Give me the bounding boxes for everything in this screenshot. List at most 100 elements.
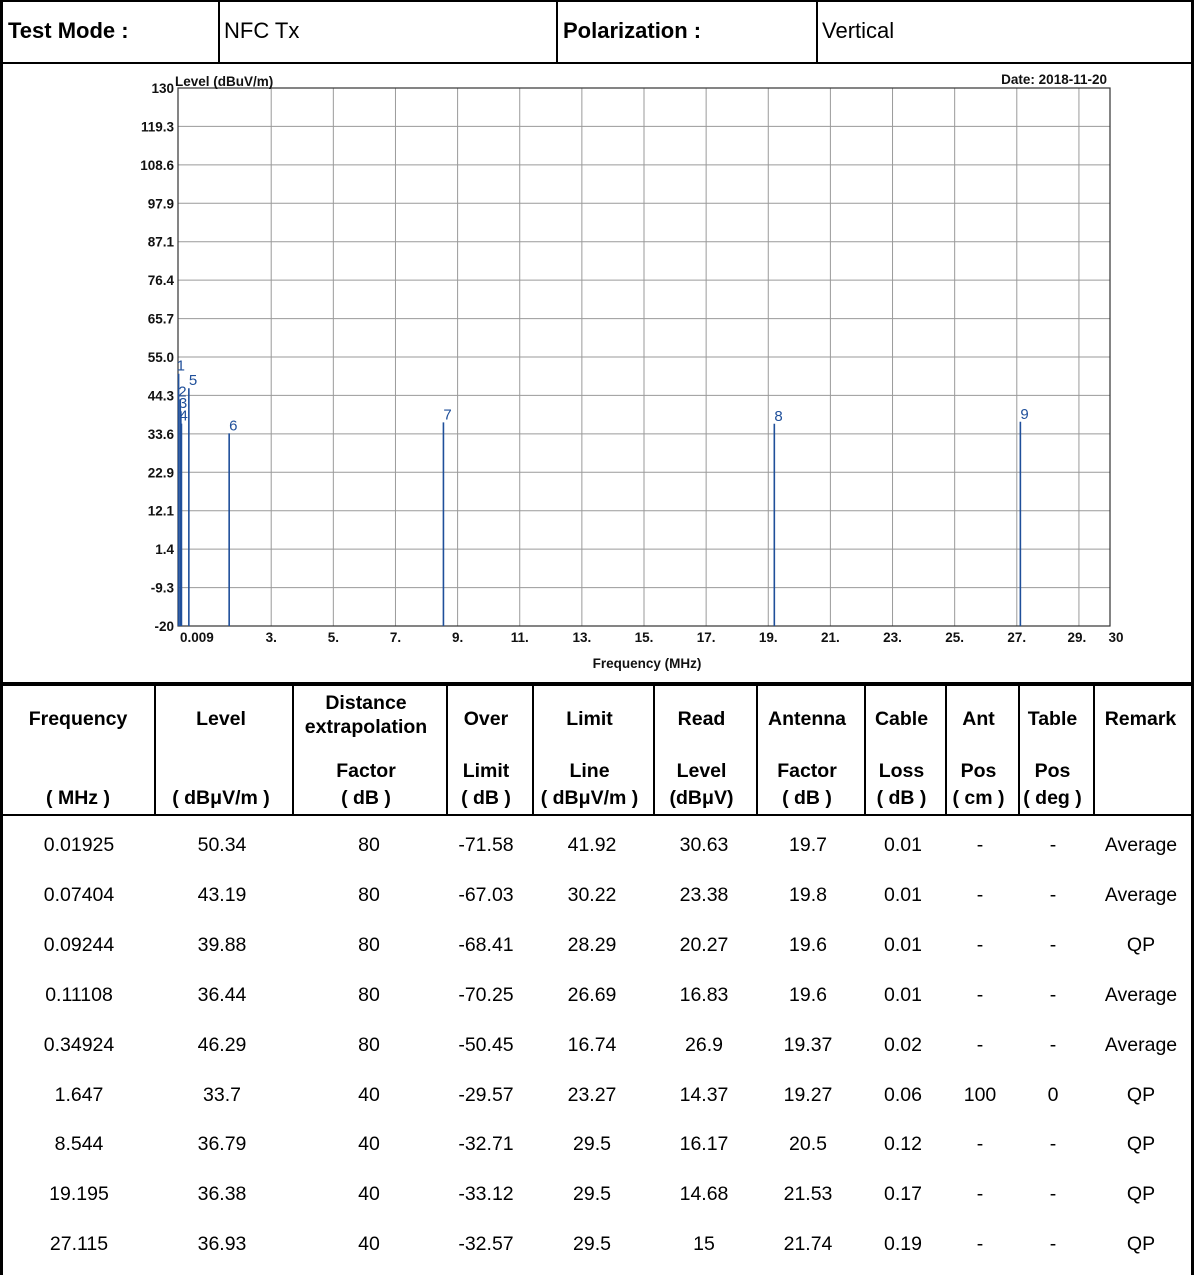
table-column-header: Distance extrapolation Factor ( dB ) [289,686,443,816]
emission-bar-label: 4 [179,408,187,425]
column-header-line: Cable [874,708,929,730]
table-cell: 23.38 [679,883,729,906]
header-column-divider [154,686,156,814]
table-cell: - [976,983,984,1006]
table-cell: 1.647 [54,1083,104,1106]
emission-bar-label: 3 [179,395,187,412]
x-tick-label: 23. [883,630,902,645]
test-mode-label-text: Test Mode : [8,18,129,43]
table-cell: - [1049,933,1057,956]
emission-bar-label: 5 [189,372,197,389]
x-tick-label: 25. [945,630,964,645]
test-mode-value: NFC Tx [224,0,554,64]
table-cell: 29.5 [573,1133,611,1156]
table-cell: 20.27 [679,933,729,956]
y-tick-label: 76.4 [148,273,175,288]
table-cell: -67.03 [458,883,514,906]
table-cell: QP [1126,933,1156,956]
table-cell: 46.29 [197,1033,247,1056]
table-column-header: Remark [1090,686,1191,816]
column-header-line: Factor [777,760,837,782]
table-cell: 40 [358,1133,380,1156]
y-tick-label: -20 [154,619,174,634]
x-tick-label: 27. [1007,630,1026,645]
table-row: 0.01925 50.34 80 -71.58 41.92 30.63 19.7 0.01 - -… [3,820,1191,870]
table-cell: 16.17 [679,1133,729,1156]
y-tick-label: 65.7 [148,312,174,327]
table-cell: 0.17 [884,1183,922,1206]
table-cell: 8.544 [54,1133,104,1156]
y-tick-label: 33.6 [148,427,175,442]
table-cell: -33.12 [458,1183,514,1206]
column-header-line: Level [676,760,727,782]
emission-bar-label: 1 [177,358,185,375]
table-cell: - [1049,1183,1057,1206]
table-cell: 50.34 [197,834,247,856]
table-cell: 0.01 [884,834,922,856]
header-column-divider [864,686,866,814]
table-cell: 100 [963,1083,997,1106]
test-mode-value-text: NFC Tx [224,18,300,43]
x-tick-label: 29. [1068,630,1087,645]
polarization-label-text: Polarization : [563,18,702,43]
table-column-header: Frequency ( MHz ) [3,686,153,816]
column-unit: ( dB ) [876,787,927,809]
table-cell: 80 [358,883,380,906]
column-unit: ( dB ) [461,787,511,809]
header-divider [816,0,818,64]
x-tick-label: 11. [511,630,529,645]
table-row: 1.647 33.7 40 -29.57 23.27 14.37 19.27 0.06 100 0… [3,1070,1191,1120]
table-cell: QP [1126,1183,1156,1206]
column-header-line: Factor [336,760,396,782]
table-cell: 19.195 [49,1183,109,1206]
y-tick-label: 130 [151,81,174,96]
x-tick-label: 5. [328,630,339,645]
table-cell: 40 [358,1183,380,1206]
table-cell: 0.01925 [43,834,115,856]
table-cell: 36.93 [197,1233,247,1256]
table-cell: 80 [358,1033,380,1056]
table-cell: 19.8 [789,883,827,906]
table-cell: 29.5 [573,1183,611,1206]
table-cell: 19.7 [789,834,827,856]
column-header-line: Level [196,708,246,730]
column-header-line: Ant [962,708,995,730]
table-cell: 0.12 [884,1133,922,1156]
table-column-header: Table Pos ( deg ) [1015,686,1090,816]
table-cell: 14.68 [679,1183,729,1206]
y-tick-label: 108.6 [140,158,174,173]
table-cell: QP [1126,1083,1156,1106]
column-unit: ( dB ) [782,787,832,809]
table-cell: 36.38 [197,1183,247,1206]
table-cell: 40 [358,1083,380,1106]
table-cell: Average [1104,1033,1178,1056]
column-header-line: Remark [1104,708,1177,730]
table-column-header: Level ( dBμV/m ) [153,686,289,816]
table-cell: 26.69 [567,983,617,1006]
table-column-header: Over Limit ( dB ) [443,686,529,816]
polarization-value: Vertical [822,0,1191,64]
table-cell: 80 [358,933,380,956]
x-tick-label: 7. [390,630,401,645]
column-header-line: Line [569,760,610,782]
table-cell: 0.09244 [43,933,115,956]
table-cell: - [1049,834,1057,856]
header-column-divider [945,686,947,814]
table-cell: 19.6 [789,933,827,956]
table-cell: 16.74 [567,1033,617,1056]
table-column-header: Cable Loss ( dB ) [861,686,942,816]
y-tick-label: 87.1 [148,235,175,250]
emission-bar-label: 7 [443,406,451,423]
y-tick-label: 55.0 [148,350,174,365]
table-cell: 23.27 [567,1083,617,1106]
table-cell: 21.74 [783,1233,833,1256]
table-cell: - [976,1133,984,1156]
column-unit: ( deg ) [1023,787,1082,809]
table-cell: 0.01 [884,883,922,906]
table-cell: - [976,883,984,906]
table-column-header: Limit Line ( dBμV/m ) [529,686,650,816]
y-tick-label: 44.3 [148,388,175,403]
x-tick-label: 21. [821,630,840,645]
y-tick-label: -9.3 [151,581,175,596]
table-cell: - [1049,1033,1057,1056]
